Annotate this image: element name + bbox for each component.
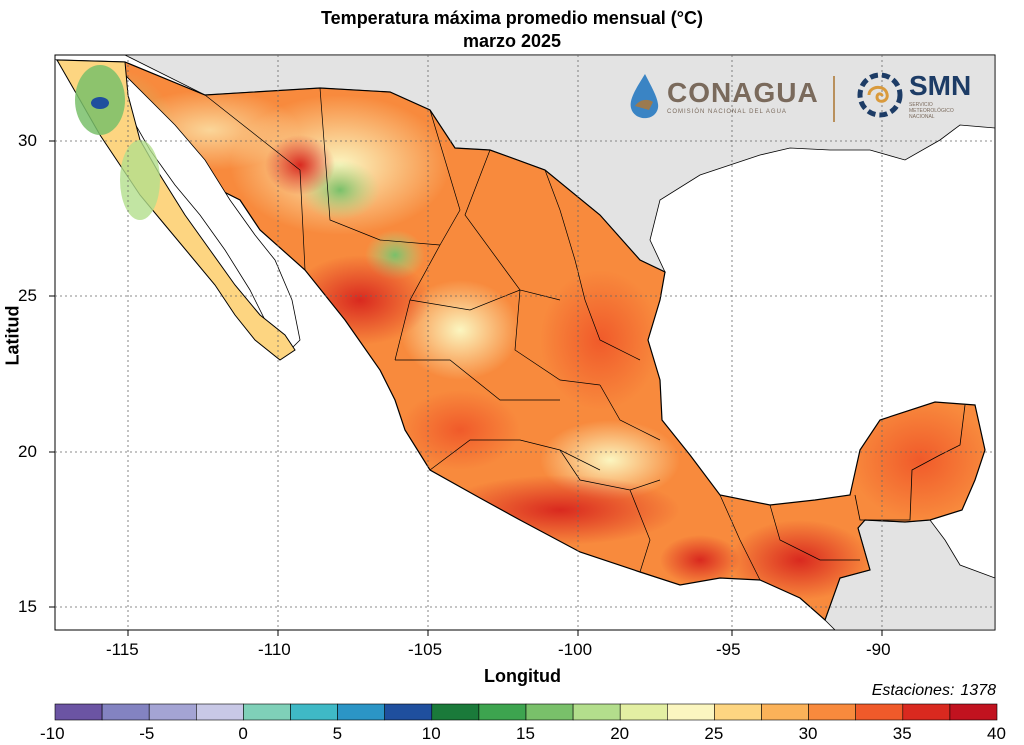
- mexico-outline: [55, 59, 986, 622]
- water-drop-icon: [630, 74, 659, 119]
- x-tick-label: -90: [866, 640, 891, 659]
- conagua-logo: CONAGUA COMISIÓN NACIONAL DEL AGUA: [625, 72, 819, 120]
- colorbar-swatch: [290, 703, 338, 721]
- y-tick-label: 25: [18, 286, 37, 305]
- colorbar-swatch: [337, 703, 386, 721]
- colorbar-swatch: [949, 703, 998, 721]
- smn-logo: SMN SERVICIO METEOROLÓGICO NACIONAL: [855, 70, 971, 120]
- colorbar-swatch: [54, 703, 103, 721]
- y-tick-label: 20: [18, 442, 37, 461]
- colorbar-tick-label: 35: [892, 724, 912, 743]
- colorbar-tick-label: 5: [332, 724, 343, 743]
- colorbar-swatch: [808, 703, 856, 721]
- colorbar-tick-label: 0: [238, 724, 248, 743]
- colorbar-swatch: [619, 703, 668, 721]
- colorbar-swatch: [148, 703, 197, 721]
- map-subtitle: marzo 2025: [462, 31, 562, 51]
- logo-separator: [833, 76, 835, 122]
- map-title: Temperatura máxima promedio mensual (°C): [321, 8, 703, 28]
- colorbar-swatch: [384, 703, 433, 721]
- x-axis-label: Longitud: [484, 666, 561, 686]
- colorbar-tick-label: 20: [610, 724, 630, 743]
- colorbar-swatch: [855, 703, 904, 721]
- colorbar-tick-label: -10: [40, 724, 65, 743]
- colorbar-tick-label: 25: [704, 724, 724, 743]
- colorbar-swatch: [525, 703, 574, 721]
- colorbar-swatch: [101, 703, 150, 721]
- colorbar-swatch: [902, 703, 951, 721]
- colorbar-swatch: [761, 703, 809, 721]
- gridlines: [55, 55, 995, 630]
- colorbar-swatch: [478, 703, 527, 721]
- colorbar: [54, 703, 998, 721]
- y-tick-label: 15: [18, 597, 37, 616]
- x-tick-label: -105: [408, 640, 443, 659]
- colorbar-tick-label: 15: [516, 724, 535, 743]
- smn-subtitle: SERVICIO METEOROLÓGICO NACIONAL: [909, 102, 954, 120]
- stations-count: Estaciones: 1378: [866, 682, 996, 700]
- colorbar-swatch: [243, 703, 291, 721]
- colorbar-swatch: [666, 703, 715, 721]
- smn-emblem-icon: [857, 72, 903, 118]
- stations-value: 1378: [960, 682, 996, 699]
- conagua-name: CONAGUA: [667, 77, 819, 108]
- conagua-subtitle: COMISIÓN NACIONAL DEL AGUA: [667, 109, 787, 115]
- colorbar-swatch: [714, 703, 762, 721]
- x-tick-label: -95: [716, 640, 741, 659]
- y-axis-label: Latitud: [2, 305, 23, 366]
- colorbar-tick-label: 40: [987, 724, 1006, 743]
- colorbar-swatch: [572, 703, 621, 721]
- colorbar-tick-label: 30: [798, 724, 818, 743]
- x-tick-label: -100: [558, 640, 593, 659]
- colorbar-tick-label: -5: [139, 724, 155, 743]
- stations-label: Estaciones:: [871, 682, 955, 699]
- colorbar-swatch: [431, 703, 480, 721]
- colorbar-swatch: [196, 703, 244, 721]
- colorbar-tick-label: 10: [421, 724, 441, 743]
- x-tick-label: -110: [258, 640, 291, 659]
- x-tick-label: -115: [106, 640, 139, 659]
- smn-name: SMN: [909, 70, 972, 101]
- yucatan-state-borders: [854, 404, 966, 521]
- state-borders: [204, 87, 860, 581]
- y-tick-label: 30: [18, 131, 37, 150]
